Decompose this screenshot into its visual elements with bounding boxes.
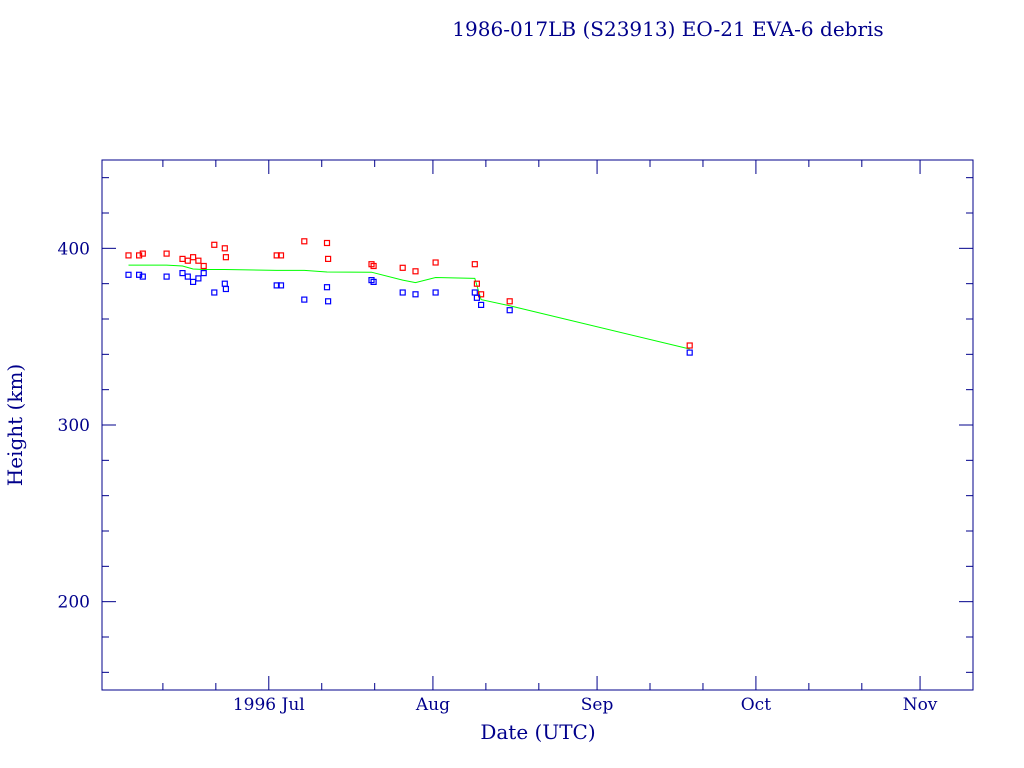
apogee-point (125, 252, 132, 259)
data-points (125, 238, 693, 356)
apogee-point (139, 250, 146, 257)
apogee-point (136, 252, 143, 259)
apogee-point (301, 238, 308, 245)
perigee-point (163, 273, 170, 280)
perigee-point (136, 271, 143, 278)
perigee-point (184, 273, 191, 280)
apogee-point (277, 252, 285, 259)
apogee-point (179, 255, 186, 262)
apogee-point (195, 257, 202, 264)
perigee-point (370, 278, 377, 285)
apogee-point (399, 264, 406, 271)
perigee-point (325, 298, 332, 305)
perigee-point (200, 270, 207, 277)
y-tick-label: 300 (58, 416, 90, 436)
apogee-point (412, 268, 419, 275)
perigee-point (473, 294, 480, 301)
perigee-point (195, 275, 202, 282)
perigee-point (301, 296, 308, 303)
perigee-point (190, 278, 197, 285)
perigee-point (323, 284, 331, 291)
perigee-point (506, 307, 513, 314)
y-tick-label: 400 (58, 239, 90, 259)
apogee-point (370, 262, 377, 270)
apogee-point (478, 291, 485, 298)
x-tick-label: Aug (415, 695, 450, 715)
apogee-point (211, 241, 218, 248)
x-axis-label: Date (UTC) (480, 720, 595, 744)
perigee-point (478, 301, 485, 308)
apogee-point (686, 342, 693, 349)
apogee-point (190, 254, 197, 261)
y-axis-label: Height (km) (3, 364, 27, 486)
perigee-point (277, 282, 285, 289)
y-tick-label: 200 (58, 593, 90, 613)
mean-altitude-series (128, 264, 690, 350)
plot-frame (101, 159, 974, 691)
apogee-point (473, 280, 480, 287)
perigee-point (273, 282, 280, 289)
apogee-point (323, 239, 331, 247)
apogee-point (200, 262, 207, 270)
axis-tick-labels: 200 300 400 1996 Jul Aug Sep Oct Nov (58, 239, 938, 715)
chart-title: 1986-017LB (S23913) EO-21 EVA-6 debris (452, 17, 883, 41)
x-tick-label: Sep (581, 695, 614, 715)
perigee-point (211, 289, 218, 296)
axis-ticks (102, 160, 974, 690)
apogee-point (163, 250, 170, 257)
apogee-point (221, 245, 228, 252)
perigee-point (125, 271, 132, 278)
apogee-point (506, 298, 513, 305)
apogee-point (432, 259, 439, 266)
apogee-point (184, 257, 191, 264)
x-tick-label: Nov (903, 695, 938, 715)
perigee-point (432, 289, 439, 296)
perigee-point (686, 349, 693, 356)
x-tick-label: 1996 Jul (233, 695, 305, 715)
perigee-point (139, 273, 146, 280)
apogee-point (325, 255, 332, 262)
apogee-point (222, 254, 229, 261)
mean-altitude-line (128, 264, 690, 350)
perigee-point (179, 270, 186, 277)
perigee-point (221, 280, 228, 287)
perigee-point (471, 289, 478, 296)
apogee-point (471, 261, 478, 268)
apogee-point (273, 252, 280, 259)
perigee-point (399, 289, 406, 296)
perigee-point (412, 291, 419, 298)
x-tick-label: Oct (741, 695, 771, 715)
perigee-point (222, 285, 229, 293)
